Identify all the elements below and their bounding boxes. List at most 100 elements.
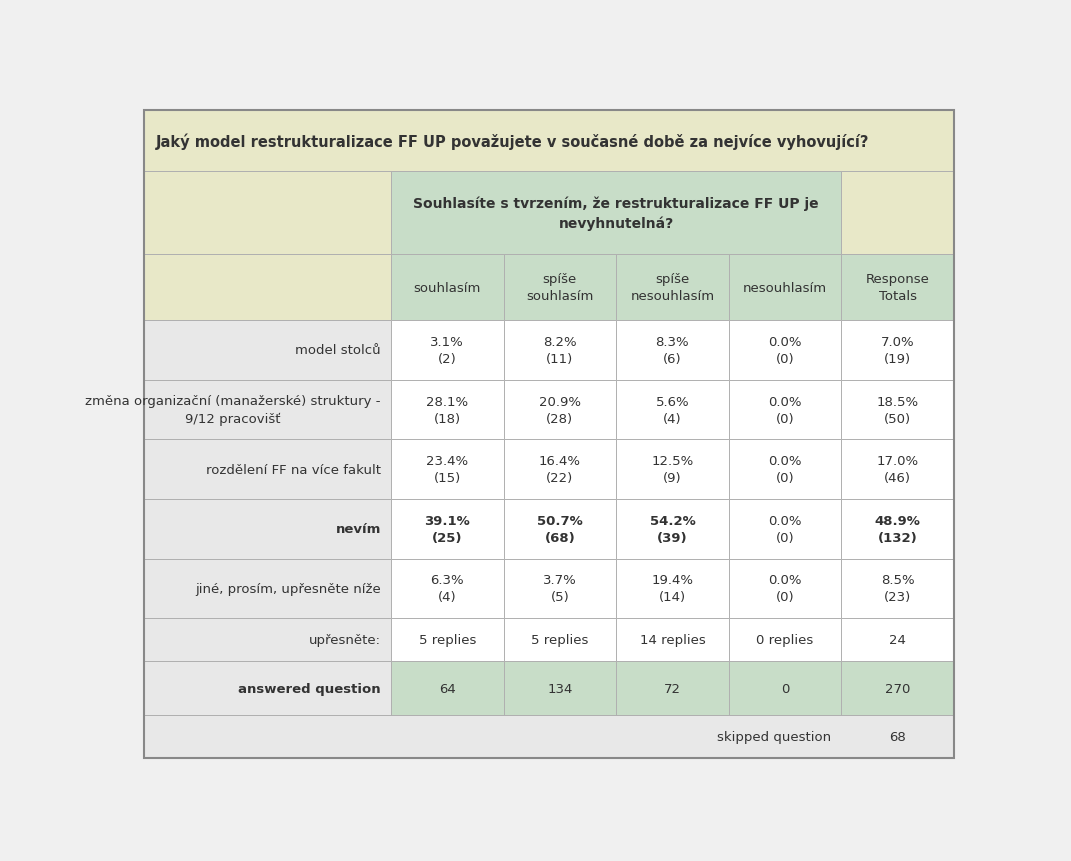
Text: 68: 68 [889, 730, 906, 743]
Bar [503, 321, 616, 381]
Text: Jaký model restrukturalizace FF UP považujete v současné době za nejvíce vyhovuj: Jaký model restrukturalizace FF UP považ… [156, 133, 870, 150]
Text: 0.0%
(0): 0.0% (0) [768, 573, 802, 604]
Bar [391, 321, 503, 381]
Bar [842, 172, 954, 255]
Text: souhlasím: souhlasím [413, 282, 481, 294]
Text: 64: 64 [439, 682, 455, 695]
Text: 20.9%
(28): 20.9% (28) [539, 395, 580, 425]
Text: 18.5%
(50): 18.5% (50) [876, 395, 919, 425]
Text: model stolců: model stolců [296, 344, 381, 357]
Bar [144, 440, 391, 499]
Text: rozdělení FF na více fakult: rozdělení FF na více fakult [206, 463, 381, 476]
Bar [616, 381, 728, 440]
Text: 0.0%
(0): 0.0% (0) [768, 395, 802, 425]
Bar [842, 321, 954, 381]
Text: 0.0%
(0): 0.0% (0) [768, 514, 802, 544]
Bar [503, 661, 616, 715]
Bar [728, 499, 842, 559]
Bar [391, 661, 503, 715]
Bar [144, 499, 391, 559]
Text: nesouhlasím: nesouhlasím [743, 282, 827, 294]
Text: 5 replies: 5 replies [531, 634, 588, 647]
Bar [842, 661, 954, 715]
Bar [842, 559, 954, 618]
Bar [391, 559, 503, 618]
Bar [728, 440, 842, 499]
Text: 17.0%
(46): 17.0% (46) [876, 455, 919, 485]
Bar [391, 255, 503, 321]
Bar [616, 618, 728, 661]
Bar [728, 661, 842, 715]
Bar [503, 499, 616, 559]
Bar [503, 255, 616, 321]
Text: Response
Totals: Response Totals [865, 273, 930, 303]
Text: skipped question: skipped question [718, 730, 831, 743]
Bar [842, 255, 954, 321]
Bar [144, 559, 391, 618]
Bar [842, 440, 954, 499]
Text: 50.7%
(68): 50.7% (68) [537, 514, 583, 544]
Bar [842, 499, 954, 559]
Text: 0.0%
(0): 0.0% (0) [768, 455, 802, 485]
Text: 7.0%
(19): 7.0% (19) [880, 336, 915, 366]
Text: 23.4%
(15): 23.4% (15) [426, 455, 468, 485]
Text: 72: 72 [664, 682, 681, 695]
Bar [144, 381, 391, 440]
Bar [728, 381, 842, 440]
Bar [503, 381, 616, 440]
Text: 28.1%
(18): 28.1% (18) [426, 395, 468, 425]
Text: 8.2%
(11): 8.2% (11) [543, 336, 576, 366]
Bar [616, 559, 728, 618]
Text: 0 replies: 0 replies [756, 634, 814, 647]
Bar [728, 321, 842, 381]
Bar [616, 255, 728, 321]
Bar [144, 618, 391, 661]
Text: 6.3%
(4): 6.3% (4) [431, 573, 464, 604]
Bar [391, 618, 503, 661]
Bar [144, 661, 391, 715]
Bar [842, 381, 954, 440]
Text: 8.5%
(23): 8.5% (23) [880, 573, 915, 604]
Text: 3.1%
(2): 3.1% (2) [431, 336, 464, 366]
Text: 8.3%
(6): 8.3% (6) [655, 336, 690, 366]
Text: spíše
souhlasím: spíše souhlasím [526, 273, 593, 303]
Text: answered question: answered question [239, 682, 381, 695]
Bar [728, 559, 842, 618]
Bar [144, 172, 391, 255]
Bar [391, 440, 503, 499]
Text: nevím: nevím [335, 523, 381, 536]
Text: 270: 270 [885, 682, 910, 695]
Text: 19.4%
(14): 19.4% (14) [651, 573, 693, 604]
Bar [616, 321, 728, 381]
Bar [842, 618, 954, 661]
Text: spíše
nesouhlasím: spíše nesouhlasím [631, 273, 714, 303]
Bar [391, 172, 842, 255]
Bar [503, 440, 616, 499]
Bar [391, 499, 503, 559]
Text: 39.1%
(25): 39.1% (25) [424, 514, 470, 544]
Text: 14 replies: 14 replies [639, 634, 706, 647]
Text: 24: 24 [889, 634, 906, 647]
Bar [391, 381, 503, 440]
Text: 134: 134 [547, 682, 573, 695]
Text: 5.6%
(4): 5.6% (4) [655, 395, 690, 425]
Bar [144, 715, 954, 759]
Bar [616, 440, 728, 499]
Bar [144, 111, 954, 172]
Text: změna organizační (manažerské) struktury -
9/12 pracovišť: změna organizační (manažerské) struktury… [86, 395, 381, 425]
Text: 16.4%
(22): 16.4% (22) [539, 455, 580, 485]
Text: 54.2%
(39): 54.2% (39) [649, 514, 695, 544]
Bar [144, 255, 391, 321]
Bar [616, 661, 728, 715]
Bar [144, 321, 391, 381]
Bar [503, 618, 616, 661]
Text: 5 replies: 5 replies [419, 634, 476, 647]
Text: 12.5%
(9): 12.5% (9) [651, 455, 694, 485]
Text: jiné, prosím, upřesněte níže: jiné, prosím, upřesněte níže [195, 582, 381, 595]
Bar [728, 255, 842, 321]
Bar [616, 499, 728, 559]
Text: upřesněte:: upřesněte: [308, 634, 381, 647]
Text: 0.0%
(0): 0.0% (0) [768, 336, 802, 366]
Bar [728, 618, 842, 661]
Bar [503, 559, 616, 618]
